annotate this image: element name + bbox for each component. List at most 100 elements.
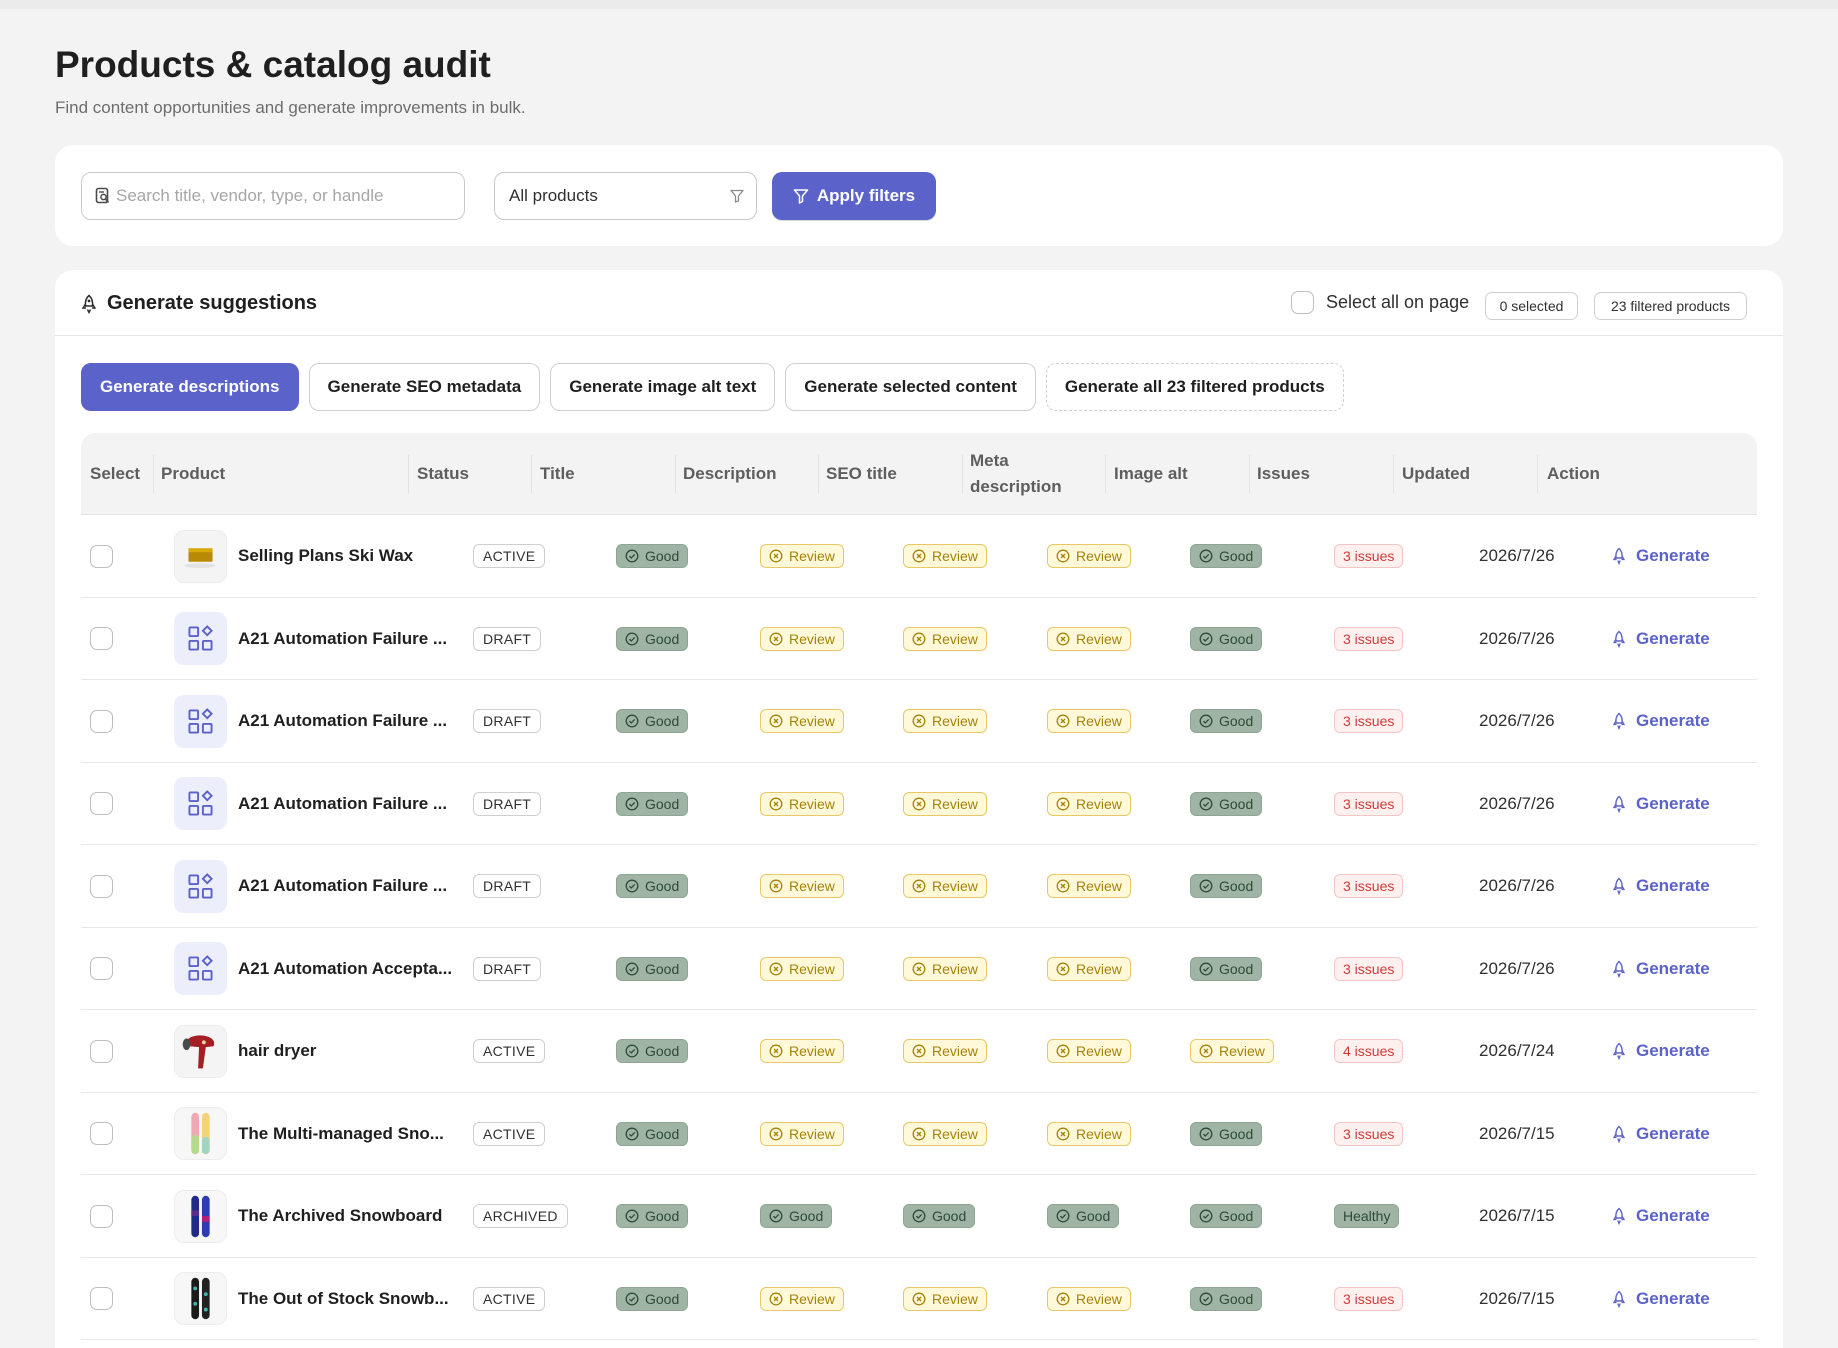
row-checkbox[interactable] bbox=[90, 1204, 113, 1228]
row-checkbox[interactable] bbox=[90, 1039, 113, 1063]
table-row: A21 Automation Failure ... DRAFT Good Re… bbox=[81, 845, 1757, 928]
product-cell[interactable]: The Out of Stock Snowb... bbox=[174, 1258, 449, 1340]
meta-description-cell: Review bbox=[1047, 1258, 1131, 1340]
column-header-status: Status bbox=[408, 433, 531, 515]
column-header-updated: Updated bbox=[1393, 433, 1537, 515]
row-select-cell bbox=[90, 1010, 113, 1092]
product-cell[interactable]: The Multi-managed Sno... bbox=[174, 1093, 444, 1175]
status-badge: DRAFT bbox=[473, 791, 542, 816]
product-cell[interactable]: The Archived Snowboard bbox=[174, 1175, 442, 1257]
generate-image-alt-button[interactable]: Generate image alt text bbox=[550, 363, 776, 411]
check-circle-icon bbox=[769, 1209, 783, 1223]
row-checkbox[interactable] bbox=[90, 544, 113, 568]
description-cell: Review bbox=[760, 845, 844, 927]
image-alt-cell: Good bbox=[1190, 928, 1263, 1010]
badge-label: Review bbox=[789, 713, 835, 729]
title-badge: Good bbox=[616, 1121, 689, 1146]
x-circle-icon bbox=[1056, 1127, 1070, 1140]
meta-description-cell: Review bbox=[1047, 763, 1131, 845]
badge-label: Review bbox=[932, 1290, 978, 1307]
apply-filters-button[interactable]: Apply filters bbox=[772, 172, 936, 220]
generate-link[interactable]: Generate bbox=[1612, 546, 1710, 566]
action-cell: Generate bbox=[1612, 1010, 1710, 1092]
row-checkbox[interactable] bbox=[90, 1287, 113, 1310]
generate-link-label: Generate bbox=[1636, 1123, 1710, 1143]
generate-link[interactable]: Generate bbox=[1612, 1124, 1710, 1144]
search-input[interactable] bbox=[116, 186, 456, 206]
row-checkbox[interactable] bbox=[90, 627, 113, 650]
generate-link[interactable]: Generate bbox=[1612, 1206, 1710, 1226]
action-cell: Generate bbox=[1612, 928, 1710, 1010]
issues-badge: 3 issues bbox=[1334, 544, 1404, 568]
product-cell[interactable]: A21 Automation Failure ... bbox=[174, 680, 447, 762]
meta-badge: Review bbox=[1047, 1121, 1131, 1146]
generate-link[interactable]: Generate bbox=[1612, 794, 1710, 814]
updated-cell: 2026/7/26 bbox=[1479, 515, 1555, 597]
title-cell: Good bbox=[616, 515, 689, 597]
generate-link[interactable]: Generate bbox=[1612, 959, 1710, 979]
product-cell[interactable]: Selling Plans Ski Wax bbox=[174, 515, 413, 597]
generate-seo-metadata-button[interactable]: Generate SEO metadata bbox=[308, 363, 541, 411]
badge-label: Review bbox=[789, 1125, 835, 1142]
row-checkbox[interactable] bbox=[90, 957, 113, 980]
row-checkbox[interactable] bbox=[90, 1122, 113, 1145]
description-badge: Review bbox=[760, 544, 844, 568]
row-checkbox[interactable] bbox=[90, 709, 113, 733]
table-row: hair dryer ACTIVE Good Review Review Rev… bbox=[81, 1010, 1757, 1093]
issues-cell: 3 issues bbox=[1334, 928, 1404, 1010]
generate-link[interactable]: Generate bbox=[1612, 711, 1710, 731]
generate-selected-button[interactable]: Generate selected content bbox=[785, 363, 1036, 411]
meta-description-cell: Review bbox=[1047, 928, 1131, 1010]
select-all-control[interactable]: Select all on page bbox=[1291, 291, 1469, 314]
meta-description-cell: Review bbox=[1047, 1010, 1131, 1092]
image-alt-badge: Good bbox=[1190, 626, 1263, 651]
badge-label: Review bbox=[932, 548, 978, 564]
status-cell: DRAFT bbox=[473, 598, 542, 680]
title-badge: Good bbox=[616, 1204, 689, 1228]
description-badge: Review bbox=[760, 1121, 844, 1146]
generate-all-button[interactable]: Generate all 23 filtered products bbox=[1045, 363, 1344, 411]
product-thumbnail bbox=[174, 612, 227, 665]
product-cell[interactable]: hair dryer bbox=[174, 1010, 316, 1092]
description-cell: Review bbox=[760, 1258, 844, 1340]
title-badge: Good bbox=[616, 956, 689, 981]
table-row: The Out of Stock Snowb... ACTIVE Good Re… bbox=[81, 1258, 1757, 1340]
updated-cell: 2026/7/15 bbox=[1479, 1258, 1555, 1340]
generate-link[interactable]: Generate bbox=[1612, 629, 1710, 649]
generate-link[interactable]: Generate bbox=[1612, 1041, 1710, 1061]
generate-actions: Generate descriptions Generate SEO metad… bbox=[81, 363, 1344, 413]
badge-label: Good bbox=[1219, 878, 1254, 894]
table-row: A21 Automation Failure ... DRAFT Good Re… bbox=[81, 763, 1757, 845]
row-checkbox[interactable] bbox=[90, 792, 113, 815]
row-select-cell bbox=[90, 928, 113, 1010]
select-all-checkbox[interactable] bbox=[1291, 291, 1314, 314]
product-cell[interactable]: A21 Automation Failure ... bbox=[174, 845, 447, 927]
row-checkbox[interactable] bbox=[90, 874, 113, 898]
generate-link-label: Generate bbox=[1636, 1041, 1710, 1060]
generate-descriptions-button[interactable]: Generate descriptions bbox=[81, 363, 299, 411]
product-cell[interactable]: A21 Automation Failure ... bbox=[174, 763, 447, 845]
issues-cell: 3 issues bbox=[1334, 845, 1404, 927]
search-box[interactable] bbox=[81, 172, 465, 220]
row-select-cell bbox=[90, 845, 113, 927]
generate-link-label: Generate bbox=[1636, 1206, 1710, 1225]
product-thumbnail bbox=[174, 859, 227, 913]
product-cell[interactable]: A21 Automation Accepta... bbox=[174, 928, 452, 1010]
badge-label: Review bbox=[1219, 1043, 1265, 1059]
meta-badge: Review bbox=[1047, 956, 1131, 981]
column-header-action: Action bbox=[1537, 433, 1757, 515]
product-name: The Multi-managed Sno... bbox=[238, 1123, 444, 1143]
product-cell[interactable]: A21 Automation Failure ... bbox=[174, 598, 447, 680]
x-circle-icon bbox=[769, 1127, 783, 1140]
generate-link[interactable]: Generate bbox=[1612, 876, 1710, 896]
generate-link[interactable]: Generate bbox=[1612, 1289, 1710, 1309]
check-circle-icon bbox=[625, 632, 639, 645]
updated-cell: 2026/7/26 bbox=[1479, 763, 1555, 845]
product-filter-select[interactable]: All products bbox=[494, 172, 757, 220]
seo-title-cell: Review bbox=[903, 598, 987, 680]
column-header-image-alt: Image alt bbox=[1105, 433, 1249, 515]
product-name: Selling Plans Ski Wax bbox=[238, 546, 414, 565]
badge-label: Review bbox=[789, 960, 835, 977]
check-circle-icon bbox=[1199, 962, 1213, 975]
badge-label: Good bbox=[645, 548, 680, 564]
